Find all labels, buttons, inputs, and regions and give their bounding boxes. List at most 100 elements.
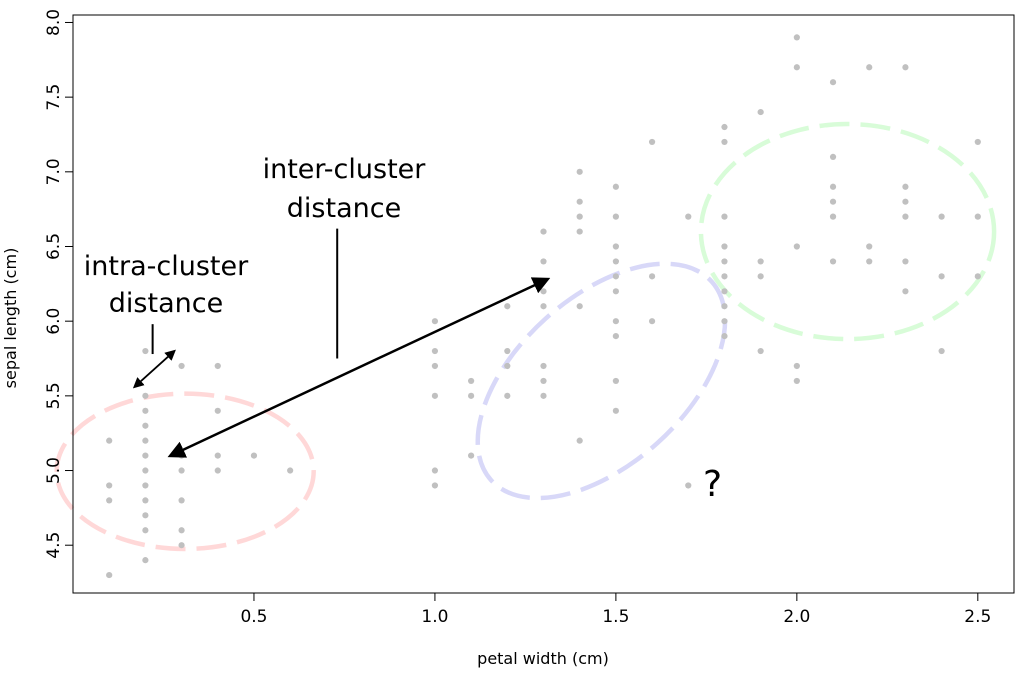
data-point [829, 153, 837, 160]
data-point [106, 571, 113, 579]
intra-cluster-label-line1: intra-cluster [84, 251, 249, 282]
data-point [721, 288, 728, 295]
data-point [504, 392, 511, 399]
data-point [902, 213, 909, 220]
x-tick-label: 2.0 [783, 607, 810, 627]
data-point [793, 64, 800, 71]
data-point [540, 303, 547, 310]
data-point [576, 198, 583, 205]
data-point [178, 362, 185, 370]
data-point [612, 333, 619, 340]
x-tick-label: 0.5 [240, 607, 267, 627]
y-tick-label: 6.0 [44, 308, 64, 335]
y-tick-label: 4.5 [44, 532, 64, 559]
data-point [540, 377, 547, 385]
data-point [540, 288, 547, 295]
data-point [721, 273, 728, 280]
data-point [106, 482, 113, 489]
x-tick-label: 2.5 [964, 607, 991, 627]
data-point [829, 213, 837, 220]
x-tick-label: 1.0 [421, 607, 448, 627]
data-point [142, 437, 149, 444]
data-point [214, 407, 221, 414]
data-point [468, 452, 475, 459]
data-point [648, 138, 656, 146]
data-point [540, 258, 547, 265]
data-point [902, 198, 909, 205]
data-point [829, 258, 837, 265]
data-point [612, 318, 619, 325]
data-point [214, 467, 221, 474]
data-point [685, 213, 692, 220]
data-point [902, 258, 909, 265]
data-point [142, 482, 149, 489]
data-point [866, 243, 873, 250]
y-tick-label: 8.0 [44, 9, 64, 36]
data-point [576, 213, 583, 220]
y-tick-label: 5.0 [44, 457, 64, 484]
data-point [142, 527, 149, 534]
data-point [829, 183, 837, 190]
data-point [287, 467, 294, 474]
data-point [142, 497, 149, 504]
data-point [214, 362, 221, 370]
data-point [468, 377, 475, 385]
data-point [721, 243, 728, 250]
data-point [902, 183, 909, 190]
data-point [431, 318, 439, 325]
data-point [142, 452, 149, 459]
data-point [504, 362, 511, 370]
inter-cluster-label-line2: distance [287, 193, 401, 224]
data-point [974, 213, 981, 220]
data-point [540, 362, 547, 370]
x-tick-label: 1.5 [602, 607, 629, 627]
data-point [757, 273, 764, 280]
data-point [866, 64, 873, 71]
data-point [612, 407, 619, 414]
data-point [648, 273, 656, 280]
data-point [540, 228, 547, 235]
data-point [142, 407, 149, 414]
intra-cluster-arrow [132, 349, 176, 389]
intra-cluster-label-line2: distance [109, 288, 223, 319]
data-point [721, 258, 728, 265]
data-point [576, 303, 583, 310]
y-tick-label: 5.5 [44, 382, 64, 409]
data-point [142, 347, 149, 355]
data-point [612, 377, 619, 385]
data-point [431, 362, 439, 370]
data-point [974, 273, 981, 280]
data-point [721, 138, 728, 146]
data-point [178, 527, 185, 534]
data-point [757, 347, 764, 355]
data-point [793, 362, 800, 370]
y-tick-label: 7.0 [44, 158, 64, 185]
data-point [612, 258, 619, 265]
data-point [721, 318, 728, 325]
cluster-ellipses [54, 121, 997, 552]
data-point [576, 168, 583, 175]
y-axis-label: sepal length (cm) [1, 248, 20, 389]
data-point [866, 258, 873, 265]
data-point [431, 347, 439, 355]
data-point [938, 213, 945, 220]
annotations: inter-cluster distance intra-cluster dis… [84, 154, 722, 505]
unknown-point-marker: ? [703, 464, 722, 505]
data-point [504, 347, 511, 355]
data-point [648, 318, 656, 325]
y-tick-label: 6.5 [44, 233, 64, 260]
data-point [142, 422, 149, 429]
data-point [106, 437, 113, 444]
data-point [576, 228, 583, 235]
data-point [576, 437, 583, 444]
data-point [142, 467, 149, 474]
data-point [612, 273, 619, 280]
data-point [757, 108, 764, 116]
data-point [214, 452, 221, 459]
data-point [178, 467, 185, 474]
data-point [721, 123, 728, 131]
data-point [612, 288, 619, 295]
data-point [793, 243, 800, 250]
data-point [793, 34, 800, 41]
